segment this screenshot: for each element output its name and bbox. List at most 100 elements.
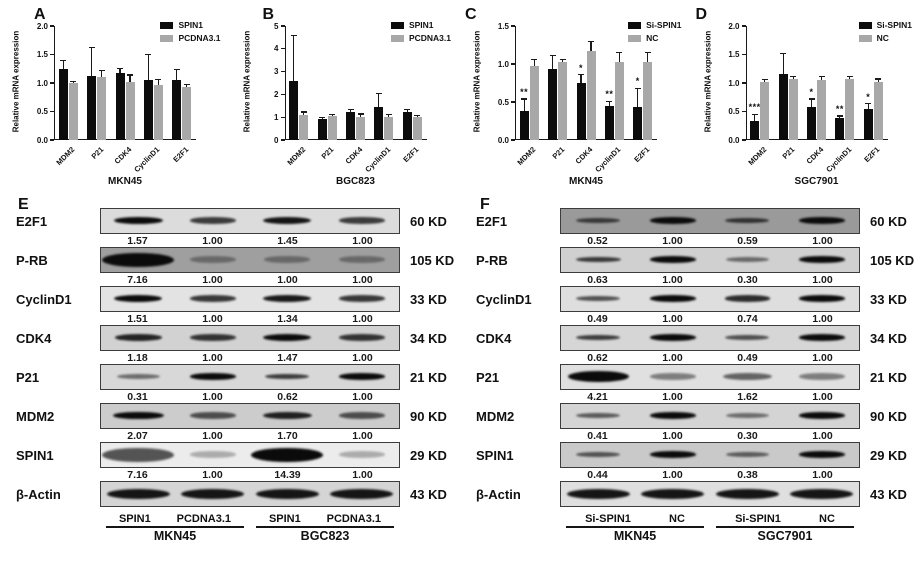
significance-stars: * — [635, 76, 640, 87]
legend-swatch — [628, 34, 642, 42]
legend-item-SPIN1: SPIN1 — [160, 20, 220, 30]
blot-image-CyclinD1 — [560, 286, 860, 312]
y-tick-mark — [50, 82, 54, 84]
error-bar — [359, 114, 362, 117]
molecular-weight-label: 29 KD — [870, 447, 907, 463]
protein-band — [649, 256, 696, 263]
band-values-row: 0.49 1.00 0.74 1.00 — [560, 312, 860, 325]
band-value: 0.38 — [737, 468, 758, 481]
plot-area — [515, 26, 657, 140]
protein-band — [576, 412, 621, 419]
error-bar-cap — [588, 40, 594, 42]
band-value: 0.49 — [587, 312, 608, 325]
bar-SPIN1-CyclinD1 — [374, 106, 384, 140]
blot-image-SPIN1 — [560, 442, 860, 468]
bar-SPIN1-P21 — [317, 119, 327, 140]
y-tick-label: 1 — [274, 112, 279, 122]
legend-label: SPIN1 — [178, 20, 204, 30]
legend: Si-SPIN1 NC — [628, 20, 682, 46]
chart-panel-C: C Relative mRNA expression 0.0 0.5 1.0 1.5 ** M… — [461, 0, 692, 196]
lane-pair: SPIN1 PCDNA3.1 — [256, 513, 394, 528]
error-bar-cap — [836, 115, 843, 117]
bar-NC-CDK4 — [817, 79, 826, 140]
protein-band — [181, 488, 245, 499]
error-bar — [618, 52, 620, 63]
band-value: 1.00 — [812, 273, 833, 286]
blot-image-CyclinD1 — [100, 286, 400, 312]
significance-stars: * — [578, 62, 583, 73]
error-bar-cap — [375, 92, 382, 94]
blot-panel-E: E E2F1 60 KD 1.57 1.00 1.45 1.00 P-RB 105 KD 7.16… — [0, 196, 462, 570]
error-bar-cap — [559, 58, 566, 61]
blot-image-P21 — [100, 364, 400, 390]
protein-band — [255, 488, 319, 499]
molecular-weight-label: 60 KD — [870, 213, 907, 229]
error-bar — [764, 79, 766, 82]
lane-label: PCDNA3.1 — [326, 513, 382, 525]
y-tick-label: 1.5 — [497, 21, 509, 31]
bar-Si-SPIN1-CDK4 — [576, 83, 586, 140]
legend-label: NC — [876, 33, 889, 43]
cell-line-label: MKN45 — [613, 529, 657, 543]
bar-Si-SPIN1-E2F1 — [863, 109, 873, 140]
band-value: 0.63 — [587, 273, 608, 286]
band-value: 1.00 — [202, 468, 223, 481]
band-value: 0.30 — [737, 429, 758, 442]
legend-item-NC: NC — [628, 33, 681, 43]
band-value: 2.07 — [127, 429, 148, 442]
protein-label: P-RB — [16, 252, 48, 268]
bar-PCDNA3.1-CDK4 — [356, 116, 365, 140]
legend-swatch — [858, 34, 872, 42]
error-bar-cap — [818, 76, 825, 78]
panel-letter: E — [18, 196, 29, 213]
bar-Si-SPIN1-MDM2 — [519, 111, 529, 140]
cell-line-row: MKN45 BGC823 — [100, 529, 400, 543]
blot-image-MDM2 — [560, 403, 860, 429]
protein-label: CyclinD1 — [476, 291, 532, 307]
protein-band — [102, 252, 174, 267]
error-bar — [867, 103, 869, 110]
significance-stars: * — [866, 91, 871, 102]
protein-band — [576, 217, 621, 224]
protein-band — [263, 216, 312, 224]
bar-NC-E2F1 — [643, 61, 653, 140]
band-value: 1.00 — [812, 312, 833, 325]
y-tick-label: 0 — [274, 135, 279, 145]
band-value: 0.30 — [737, 273, 758, 286]
molecular-weight-label: 105 KD — [870, 252, 915, 268]
y-tick-mark — [511, 139, 515, 141]
band-value: 1.62 — [737, 390, 758, 403]
lane-label: NC — [669, 513, 685, 525]
protein-band — [263, 295, 312, 302]
band-value: 1.00 — [202, 273, 223, 286]
protein-band — [338, 334, 385, 341]
band-value: 0.52 — [587, 234, 608, 247]
band-value: 1.00 — [662, 351, 683, 364]
y-tick-mark — [741, 110, 746, 113]
protein-band — [330, 488, 394, 499]
error-bar-cap — [616, 52, 623, 54]
y-tick-mark — [50, 139, 54, 141]
blot-row-β-Actin: β-Actin 43 KD — [16, 481, 462, 507]
error-bar — [754, 114, 756, 122]
error-bar-cap — [290, 34, 297, 36]
bar-PCDNA3.1-E2F1 — [412, 117, 422, 140]
plot-area — [284, 26, 427, 140]
protein-label: MDM2 — [16, 408, 55, 424]
y-tick-mark — [280, 25, 285, 27]
protein-label: SPIN1 — [16, 447, 54, 463]
protein-band — [189, 256, 236, 263]
molecular-weight-label: 90 KD — [870, 408, 907, 424]
error-bar — [637, 88, 639, 108]
protein-band — [649, 412, 696, 419]
y-tick-mark — [511, 25, 515, 27]
protein-band — [265, 373, 310, 380]
blot-image-SPIN1 — [100, 442, 400, 468]
y-tick-label: 0.5 — [36, 107, 48, 116]
band-value: 1.18 — [127, 351, 148, 364]
protein-label: E2F1 — [476, 213, 508, 229]
protein-band — [641, 488, 705, 499]
y-tick-mark — [280, 139, 285, 141]
y-axis-label: Relative mRNA expression — [703, 30, 712, 133]
y-tick-mark — [741, 53, 746, 56]
